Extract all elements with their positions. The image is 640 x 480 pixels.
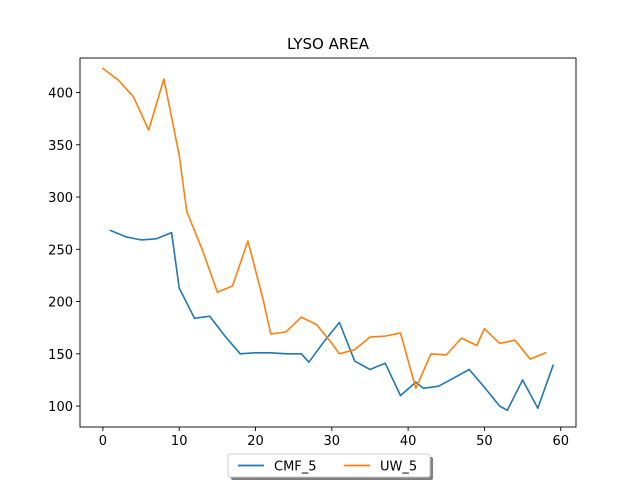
x-tick-label: 0 bbox=[99, 434, 107, 449]
x-tick-label: 10 bbox=[171, 434, 188, 449]
y-tick-label: 200 bbox=[48, 296, 73, 311]
y-tick-label: 150 bbox=[48, 348, 73, 363]
x-tick-label: 40 bbox=[400, 434, 417, 449]
legend: CMF_5 UW_5 bbox=[227, 453, 433, 480]
chart-title: LYSO AREA bbox=[287, 35, 370, 53]
x-tick-label: 30 bbox=[324, 434, 341, 449]
plot-frame bbox=[79, 57, 577, 428]
x-tick-label: 60 bbox=[552, 434, 569, 449]
series-line-cmf-5 bbox=[109, 229, 555, 412]
plot-area bbox=[101, 67, 555, 412]
y-tick-label: 100 bbox=[48, 400, 73, 415]
legend-label: CMF_5 bbox=[274, 460, 317, 475]
axes: 0 10 20 30 40 50 60 100 150 200 250 300 350 400 bbox=[48, 57, 577, 449]
y-tick-label: 350 bbox=[48, 139, 73, 154]
legend-label: UW_5 bbox=[380, 460, 417, 475]
y-tick-label: 250 bbox=[48, 243, 73, 258]
x-tick-label: 20 bbox=[247, 434, 264, 449]
legend-box bbox=[227, 453, 431, 478]
x-tick-label: 50 bbox=[476, 434, 493, 449]
series-line-uw-5 bbox=[101, 67, 547, 390]
y-tick-label: 400 bbox=[48, 86, 73, 101]
y-tick-label: 300 bbox=[48, 191, 73, 206]
